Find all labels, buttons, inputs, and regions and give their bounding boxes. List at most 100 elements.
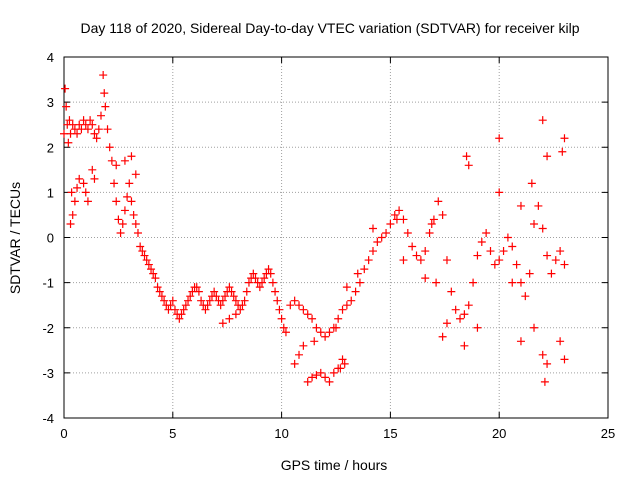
data-point bbox=[70, 197, 79, 206]
data-point bbox=[90, 129, 99, 138]
data-point bbox=[516, 278, 525, 287]
data-point bbox=[338, 305, 347, 314]
data-point bbox=[240, 296, 249, 305]
data-point bbox=[399, 256, 408, 265]
data-point bbox=[312, 323, 321, 332]
data-point bbox=[181, 301, 190, 310]
data-point bbox=[382, 228, 391, 237]
data-point bbox=[227, 287, 236, 296]
data-point bbox=[131, 219, 140, 228]
data-point bbox=[421, 247, 430, 256]
data-point bbox=[212, 292, 221, 301]
data-point bbox=[308, 314, 317, 323]
x-tick-label: 5 bbox=[169, 426, 176, 441]
data-point bbox=[416, 256, 425, 265]
data-point bbox=[131, 170, 140, 179]
data-point bbox=[538, 116, 547, 125]
data-point bbox=[516, 337, 525, 346]
data-point bbox=[221, 292, 230, 301]
data-point bbox=[244, 278, 253, 287]
data-point bbox=[120, 206, 129, 215]
data-point bbox=[340, 359, 349, 368]
data-point bbox=[73, 129, 82, 138]
data-point bbox=[125, 179, 134, 188]
data-point bbox=[353, 269, 362, 278]
data-point bbox=[273, 296, 282, 305]
data-point bbox=[157, 292, 166, 301]
data-point bbox=[75, 174, 84, 183]
x-tick-label: 10 bbox=[274, 426, 288, 441]
chart-title: Day 118 of 2020, Sidereal Day-to-day VTE… bbox=[80, 20, 579, 36]
data-point bbox=[271, 287, 280, 296]
data-point bbox=[527, 179, 536, 188]
data-point bbox=[538, 224, 547, 233]
data-point bbox=[377, 233, 386, 242]
data-point bbox=[316, 328, 325, 337]
data-point bbox=[495, 134, 504, 143]
data-point bbox=[295, 301, 304, 310]
data-point bbox=[543, 251, 552, 260]
data-point bbox=[88, 120, 97, 129]
data-point bbox=[534, 201, 543, 210]
data-point bbox=[438, 332, 447, 341]
y-tick-label: 2 bbox=[47, 140, 54, 155]
data-point bbox=[144, 260, 153, 269]
data-point bbox=[386, 219, 395, 228]
data-point bbox=[338, 355, 347, 364]
y-tick-label: 3 bbox=[47, 95, 54, 110]
data-point bbox=[551, 256, 560, 265]
data-point bbox=[530, 219, 539, 228]
data-point bbox=[429, 215, 438, 224]
data-point bbox=[460, 310, 469, 319]
data-point bbox=[73, 183, 82, 192]
data-point bbox=[547, 269, 556, 278]
data-point bbox=[203, 301, 212, 310]
data-point bbox=[105, 143, 114, 152]
data-point bbox=[184, 296, 193, 305]
data-point bbox=[486, 247, 495, 256]
data-point bbox=[442, 319, 451, 328]
data-point bbox=[342, 283, 351, 292]
data-point bbox=[201, 305, 210, 314]
data-point bbox=[516, 201, 525, 210]
data-point bbox=[473, 323, 482, 332]
data-point bbox=[321, 373, 330, 382]
data-point bbox=[499, 247, 508, 256]
data-point bbox=[210, 287, 219, 296]
data-point bbox=[490, 260, 499, 269]
data-point bbox=[83, 197, 92, 206]
data-point bbox=[316, 368, 325, 377]
data-point bbox=[460, 341, 469, 350]
data-point bbox=[231, 296, 240, 305]
data-point bbox=[540, 377, 549, 386]
data-point bbox=[129, 210, 138, 219]
data-point bbox=[153, 283, 162, 292]
data-point bbox=[179, 305, 188, 314]
data-point bbox=[403, 228, 412, 237]
data-point bbox=[100, 89, 109, 98]
data-point bbox=[218, 319, 227, 328]
data-point bbox=[543, 359, 552, 368]
data-point bbox=[473, 251, 482, 260]
data-point bbox=[116, 228, 125, 237]
data-point bbox=[118, 219, 127, 228]
data-point bbox=[432, 278, 441, 287]
data-point bbox=[186, 292, 195, 301]
data-point bbox=[266, 269, 275, 278]
data-point bbox=[107, 156, 116, 165]
data-point bbox=[558, 147, 567, 156]
data-point bbox=[447, 287, 456, 296]
data-point bbox=[166, 301, 175, 310]
y-tick-label: -4 bbox=[42, 411, 54, 426]
data-point bbox=[347, 296, 356, 305]
data-point bbox=[123, 192, 132, 201]
data-point bbox=[96, 111, 105, 120]
data-point bbox=[114, 215, 123, 224]
data-point bbox=[351, 287, 360, 296]
grid-lines bbox=[64, 57, 608, 418]
data-point bbox=[268, 278, 277, 287]
x-tick-label: 20 bbox=[492, 426, 506, 441]
data-point bbox=[310, 337, 319, 346]
data-point bbox=[94, 125, 103, 134]
